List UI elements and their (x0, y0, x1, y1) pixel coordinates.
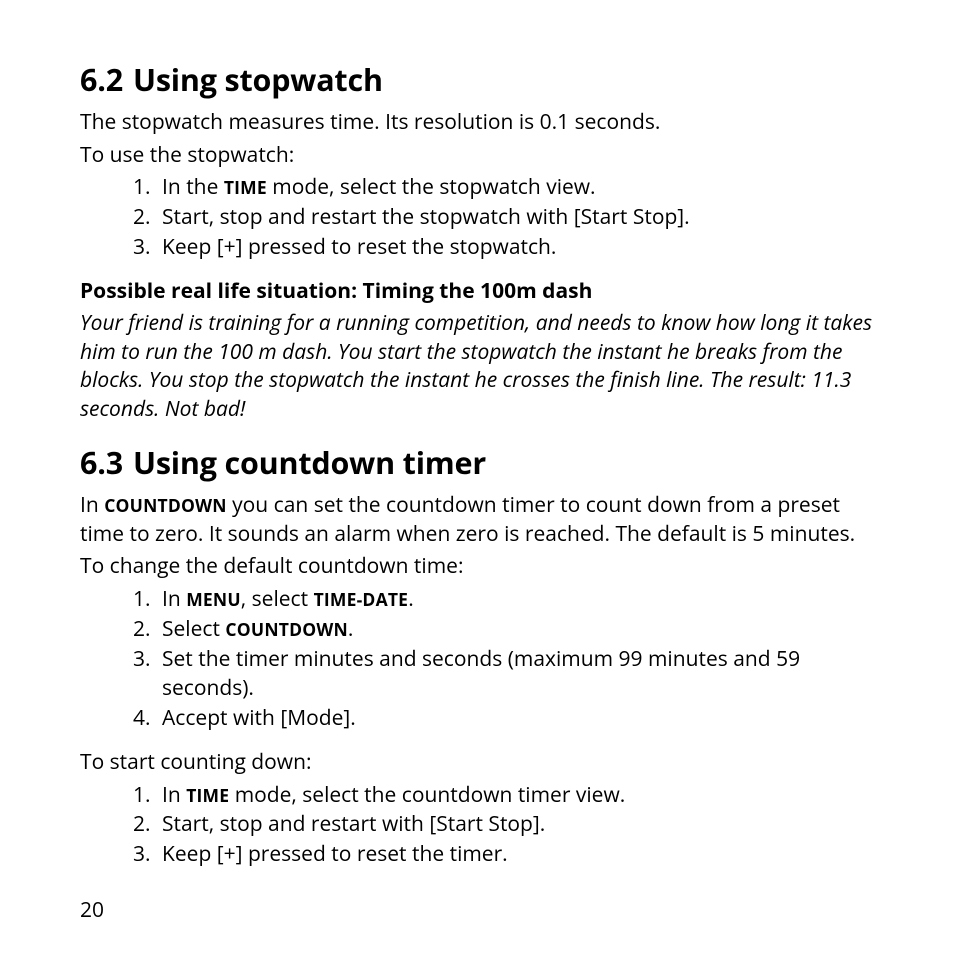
countdown-lead-1: To change the default countdown time: (80, 552, 874, 581)
heading-title: Using stopwatch (133, 58, 383, 100)
list-item: Set the timer minutes and seconds (maxim… (156, 645, 874, 705)
list-item: Select COUNTDOWN. (156, 615, 874, 645)
heading-6-3: 6.3Using countdown timer (80, 441, 874, 483)
stopwatch-intro: The stopwatch measures time. Its resolut… (80, 108, 874, 137)
list-item: Accept with [Mode]. (156, 704, 874, 734)
list-item: In TIME mode, select the countdown timer… (156, 781, 874, 811)
example-body: Your friend is training for a running co… (80, 309, 874, 423)
mode-label: TIME (186, 784, 229, 808)
mode-label: MENU (186, 588, 241, 612)
list-item: Start, stop and restart the stopwatch wi… (156, 203, 874, 233)
step-text: In (162, 781, 186, 809)
stopwatch-steps: In the TIME mode, select the stopwatch v… (80, 173, 874, 262)
page-number: 20 (80, 896, 104, 924)
heading-number: 6.3 (80, 441, 123, 483)
countdown-change-steps: In MENU, select TIME-DATE. Select COUNTD… (80, 585, 874, 734)
mode-label: COUNTDOWN (225, 618, 348, 642)
step-text: In (162, 585, 186, 613)
mode-label: COUNTDOWN (104, 494, 227, 518)
countdown-start-steps: In TIME mode, select the countdown timer… (80, 781, 874, 870)
step-text: mode, select the stopwatch view. (267, 173, 596, 201)
heading-6-2: 6.2Using stopwatch (80, 58, 874, 100)
countdown-lead-2: To start counting down: (80, 748, 874, 777)
list-item: In MENU, select TIME-DATE. (156, 585, 874, 615)
list-item: Keep [+] pressed to reset the timer. (156, 840, 874, 870)
heading-title: Using countdown timer (133, 441, 486, 483)
step-text: . (348, 615, 354, 643)
mode-label: TIME (224, 176, 267, 200)
step-text: . (408, 585, 414, 613)
step-text: Select (162, 615, 225, 643)
mode-label: TIME-DATE (314, 588, 409, 612)
list-item: Start, stop and restart with [Start Stop… (156, 810, 874, 840)
heading-number: 6.2 (80, 58, 123, 100)
step-text: , select (241, 585, 314, 613)
manual-page: 6.2Using stopwatch The stopwatch measure… (0, 0, 954, 924)
stopwatch-lead: To use the stopwatch: (80, 141, 874, 170)
step-text: In the (162, 173, 224, 201)
list-item: In the TIME mode, select the stopwatch v… (156, 173, 874, 203)
countdown-intro: In COUNTDOWN you can set the countdown t… (80, 491, 874, 548)
intro-text: In (80, 491, 104, 519)
example-heading: Possible real life situation: Timing the… (80, 277, 874, 306)
step-text: mode, select the countdown timer view. (229, 781, 625, 809)
list-item: Keep [+] pressed to reset the stopwatch. (156, 233, 874, 263)
